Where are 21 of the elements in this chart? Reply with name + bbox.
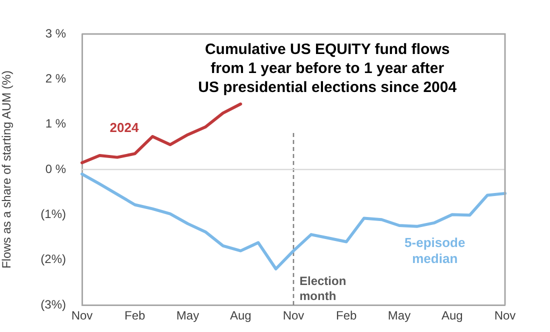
x-tick-label: Nov bbox=[282, 308, 304, 323]
annotation: Election month bbox=[300, 274, 346, 303]
y-tick-label: 2 % bbox=[45, 71, 66, 86]
series-label: 2024 bbox=[110, 120, 140, 135]
y-tick-label: (2%) bbox=[40, 252, 66, 266]
y-tick-label: (3%) bbox=[40, 297, 66, 312]
x-tick-label: May bbox=[388, 308, 411, 323]
x-tick-label: Feb bbox=[124, 308, 146, 323]
y-tick-label: 0 % bbox=[45, 162, 66, 176]
text: Cumulative US EQUITY fund flows from 1 year before to 1 year after US presidential elections since 2004 bbox=[198, 41, 458, 96]
x-tick-label: Nov bbox=[494, 308, 516, 323]
x-tick-label: Feb bbox=[336, 308, 358, 323]
y-tick-label: 1 % bbox=[45, 116, 66, 131]
x-tick-label: Nov bbox=[71, 308, 93, 323]
y-tick-label: (1%) bbox=[40, 206, 66, 221]
series-label: 5-episode median bbox=[404, 234, 466, 266]
y-axis-title: Flows as a share of starting AUM (%) bbox=[0, 70, 14, 269]
x-tick-label: Aug bbox=[230, 308, 252, 323]
x-tick-label: May bbox=[176, 308, 200, 323]
x-tick-label: Aug bbox=[441, 308, 463, 323]
y-tick-label: 3 % bbox=[45, 26, 66, 40]
